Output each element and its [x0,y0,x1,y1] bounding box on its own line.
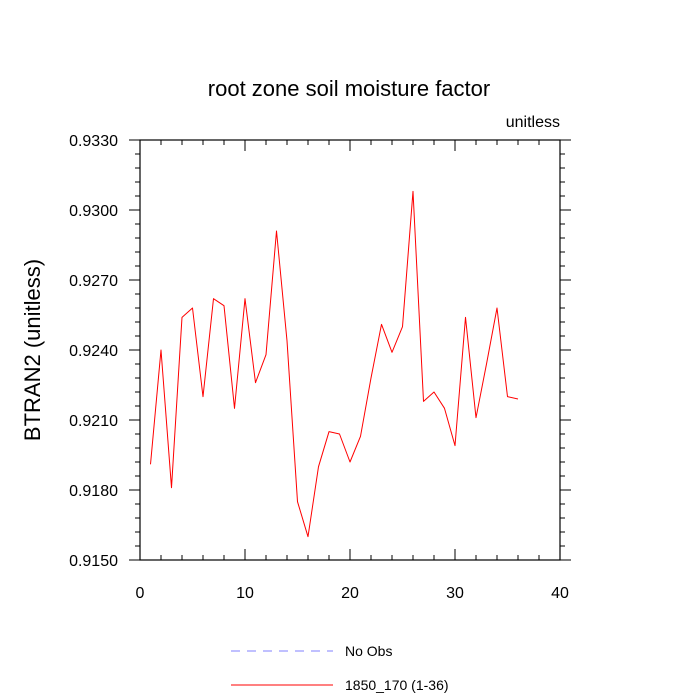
series-line-0 [150,190,519,538]
plot-frame [139,139,561,561]
x-tick-label: 0 [136,585,145,602]
y-tick-label: 0.9330 [69,133,118,150]
y-tick-labels: 0.9150 0.9180 0.9210 0.9240 0.9270 0.9300 0.93… [69,133,118,570]
y-axis-label: BTRAN2 (unitless) [20,259,45,441]
chart-title: root zone soil moisture factor [208,76,490,101]
x-tick-label: 40 [551,585,569,602]
y-tick-label: 0.9150 [69,553,118,570]
x-tick-labels: 0 10 20 30 40 [136,585,569,602]
y-tick-label: 0.9180 [69,483,118,500]
legend: No Obs 1850_170 (1-36) [231,643,449,693]
y-tick-label: 0.9240 [69,343,118,360]
y-tick-label: 0.9300 [69,203,118,220]
x-tick-label: 20 [341,585,359,602]
axis-ticks [129,139,571,561]
legend-label-series: 1850_170 (1-36) [345,677,449,693]
y-tick-label: 0.9270 [69,273,118,290]
x-tick-label: 30 [446,585,464,602]
legend-label-no-obs: No Obs [345,643,392,659]
x-tick-label: 10 [236,585,254,602]
series-group [150,190,519,538]
y-tick-label: 0.9210 [69,413,118,430]
units-label: unitless [506,114,560,131]
